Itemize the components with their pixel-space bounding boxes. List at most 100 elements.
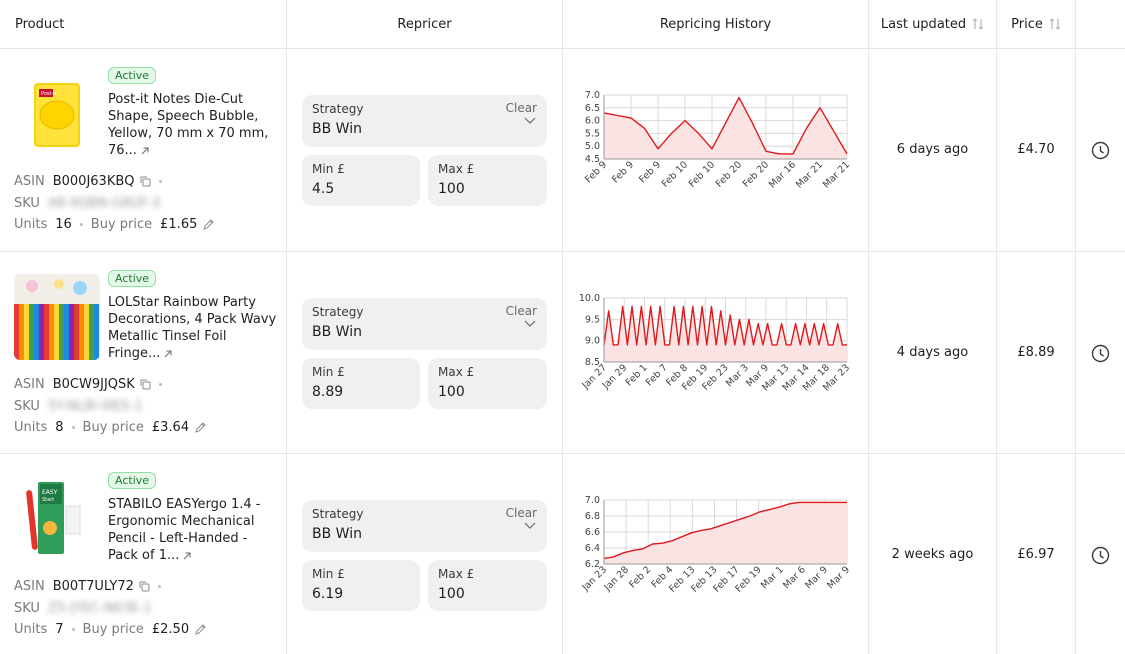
strategy-value: BB Win xyxy=(312,526,362,542)
min-label: Min £ xyxy=(312,567,345,581)
header-last-updated[interactable]: Last updated xyxy=(869,0,996,48)
price-line xyxy=(603,96,848,155)
price-value: £8.89 xyxy=(1017,345,1055,360)
asin-line: ASIN B00T7ULY72 xyxy=(14,579,169,594)
max-price-field[interactable]: Max £ 100 xyxy=(428,560,547,611)
sku-label: SKU xyxy=(14,601,40,616)
external-link-icon[interactable] xyxy=(163,349,173,359)
units-label: Units xyxy=(14,622,48,637)
x-tick-label: Feb 2 xyxy=(627,564,653,590)
edit-pencil-icon[interactable] xyxy=(194,623,206,636)
y-tick-label: 6.2 xyxy=(585,559,600,570)
strategy-select[interactable]: Strategy BB Win Clear xyxy=(302,298,547,350)
max-label: Max £ xyxy=(438,162,475,176)
table-row: Active LOLStar Rainbow Party Decorations… xyxy=(0,252,1125,454)
sku-value: 5Y-NL8I-0IES-1 xyxy=(47,399,143,414)
header-product: Product xyxy=(15,16,65,32)
min-price-field[interactable]: Min £ 6.19 xyxy=(302,560,420,611)
x-tick-label: Mar 6 xyxy=(781,564,808,591)
column-divider xyxy=(286,0,287,654)
y-tick-label: 8.5 xyxy=(585,357,600,368)
x-tick-label: Mar 21 xyxy=(794,159,825,190)
strategy-label: Strategy xyxy=(312,507,364,521)
copy-icon[interactable] xyxy=(139,581,150,592)
product-title[interactable]: STABILO EASYergo 1.4 - Ergonomic Mechani… xyxy=(108,496,278,564)
buy-price-label: Buy price xyxy=(82,420,144,435)
buy-price-value: £3.64 xyxy=(151,420,190,435)
chevron-down-icon[interactable] xyxy=(524,320,536,328)
y-tick-label: 4.5 xyxy=(585,154,600,165)
strategy-select[interactable]: Strategy BB Win Clear xyxy=(302,500,547,552)
price-value: £4.70 xyxy=(1017,142,1055,157)
min-value[interactable]: 4.5 xyxy=(312,181,335,197)
external-link-icon[interactable] xyxy=(182,551,192,561)
product-image[interactable]: EASY Start xyxy=(14,476,100,562)
units-value: 8 xyxy=(55,420,64,435)
sku-line: SKU Z5-JYEC-N63E-1 xyxy=(14,601,152,616)
max-value[interactable]: 100 xyxy=(438,181,465,197)
chevron-down-icon[interactable] xyxy=(524,117,536,125)
header-repricer: Repricer xyxy=(397,16,452,32)
header-price[interactable]: Price xyxy=(997,0,1075,48)
price-area xyxy=(604,306,847,362)
copy-icon[interactable] xyxy=(140,176,151,187)
sku-line: SKU 5Y-NL8I-0IES-1 xyxy=(14,399,143,414)
header-repricing-history: Repricing History xyxy=(659,16,772,32)
units-line: Units 16 Buy price £1.65 xyxy=(14,217,215,232)
row-divider xyxy=(0,453,1125,454)
history-clock-icon[interactable] xyxy=(1091,344,1110,363)
chevron-down-icon[interactable] xyxy=(524,522,536,530)
price-area xyxy=(604,97,847,159)
y-tick-label: 9.5 xyxy=(585,314,600,325)
separator-dot xyxy=(71,426,75,429)
max-price-field[interactable]: Max £ 100 xyxy=(428,358,547,409)
product-image[interactable] xyxy=(14,274,100,360)
min-price-field[interactable]: Min £ 4.5 xyxy=(302,155,420,206)
row-divider xyxy=(0,251,1125,252)
y-tick-label: 5.5 xyxy=(585,128,600,139)
external-link-icon[interactable] xyxy=(140,146,150,156)
status-badge: Active xyxy=(108,270,157,287)
strategy-value: BB Win xyxy=(312,324,362,340)
edit-pencil-icon[interactable] xyxy=(202,218,215,231)
min-price-field[interactable]: Min £ 8.89 xyxy=(302,358,420,409)
min-value[interactable]: 8.89 xyxy=(312,384,344,400)
edit-pencil-icon[interactable] xyxy=(194,421,206,434)
asin-value: B000J63KBQ xyxy=(52,174,135,189)
y-tick-label: 6.4 xyxy=(585,543,600,554)
sku-value: A8-9QBN-G8UF-3 xyxy=(47,196,161,211)
max-price-field[interactable]: Max £ 100 xyxy=(428,155,547,206)
max-label: Max £ xyxy=(438,365,475,379)
asin-value: B0CW9JJQSK xyxy=(52,377,135,392)
sku-value: Z5-JYEC-N63E-1 xyxy=(47,601,152,616)
min-value[interactable]: 6.19 xyxy=(312,586,344,602)
x-tick-label: Feb 10 xyxy=(687,159,717,189)
max-value[interactable]: 100 xyxy=(438,384,465,400)
product-image[interactable]: Post-it xyxy=(14,71,100,157)
units-label: Units xyxy=(14,217,48,232)
clear-button[interactable]: Clear xyxy=(505,304,537,318)
strategy-label: Strategy xyxy=(312,305,364,319)
clear-button[interactable]: Clear xyxy=(505,101,537,115)
max-value[interactable]: 100 xyxy=(438,586,465,602)
sort-icon[interactable] xyxy=(972,17,984,31)
header-price-label: Price xyxy=(1011,16,1043,32)
product-title[interactable]: Post-it Notes Die-Cut Shape, Speech Bubb… xyxy=(108,91,278,159)
strategy-select[interactable]: Strategy BB Win Clear xyxy=(302,95,547,147)
history-clock-icon[interactable] xyxy=(1091,141,1110,160)
x-tick-label: Feb 10 xyxy=(660,159,690,189)
column-divider xyxy=(868,0,869,654)
history-clock-icon[interactable] xyxy=(1091,546,1110,565)
product-title[interactable]: LOLStar Rainbow Party Decorations, 4 Pac… xyxy=(108,294,278,362)
separator-dot xyxy=(157,585,161,588)
clear-button[interactable]: Clear xyxy=(505,506,537,520)
min-label: Min £ xyxy=(312,162,345,176)
column-divider xyxy=(1075,0,1076,654)
copy-icon[interactable] xyxy=(140,379,151,390)
table-row: Post-it Active Post-it Notes Die-Cut Sha… xyxy=(0,49,1125,251)
sort-icon[interactable] xyxy=(1049,17,1061,31)
strategy-label: Strategy xyxy=(312,102,364,116)
separator-dot xyxy=(71,628,75,631)
